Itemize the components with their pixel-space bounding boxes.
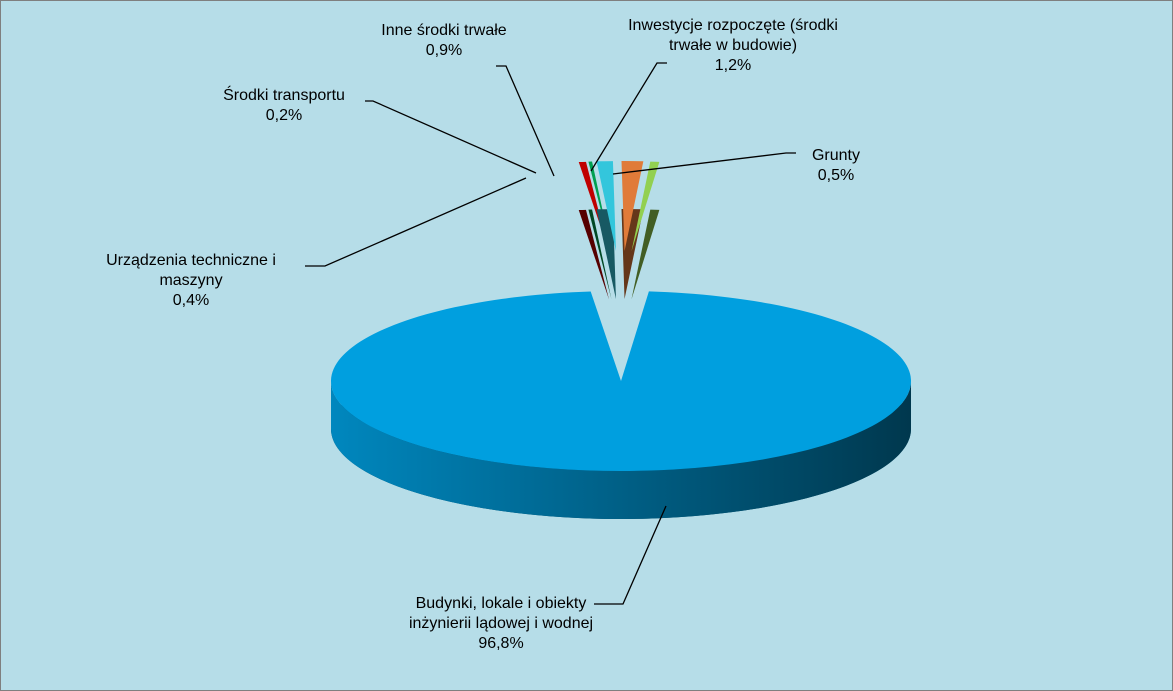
value-label: 0,2% (265, 107, 303, 124)
category-label: Budynki, lokale i obiekty inżynierii ląd… (408, 595, 594, 632)
value-label: 1,2% (714, 57, 752, 74)
leader-line (590, 62, 667, 172)
leader-line (594, 505, 667, 605)
value-label: 0,9% (425, 42, 463, 59)
slice-label: Inne środki trwałe 0,9% (354, 21, 534, 61)
category-label: Inwestycje rozpoczęte (środki trwałe w b… (628, 17, 838, 54)
leader-line (612, 152, 796, 175)
slice (631, 161, 660, 300)
slice-label: Grunty 0,5% (781, 146, 891, 186)
slice-label: Budynki, lokale i obiekty inżynierii ląd… (406, 594, 596, 654)
category-label: Urządzenia techniczne i maszyny (106, 252, 276, 289)
category-label: Inne środki trwałe (381, 22, 507, 39)
slice-top (331, 291, 912, 471)
slice-bottom (631, 209, 660, 300)
value-label: 0,4% (172, 292, 210, 309)
slice-label: Urządzenia techniczne i maszyny 0,4% (76, 251, 306, 311)
slice-bottom (578, 209, 610, 300)
slice-top (621, 161, 644, 252)
leader-line (496, 65, 555, 177)
value-label: 0,5% (817, 167, 855, 184)
slice-side (331, 381, 911, 519)
slice-label: Inwestycje rozpoczęte (środki trwałe w b… (628, 16, 838, 76)
slice-bottom (588, 209, 612, 300)
slice (621, 161, 644, 300)
slice (331, 291, 912, 519)
slice-bottom (596, 209, 616, 300)
leader-line (305, 177, 527, 267)
slice-top (596, 161, 616, 252)
category-label: Środki transportu (223, 87, 345, 104)
slice-top (631, 161, 660, 252)
slice-label: Środki transportu 0,2% (189, 86, 379, 126)
value-label: 96,8% (478, 635, 524, 652)
slice (596, 161, 616, 300)
leader-line (365, 100, 537, 174)
category-label: Grunty (811, 147, 860, 164)
